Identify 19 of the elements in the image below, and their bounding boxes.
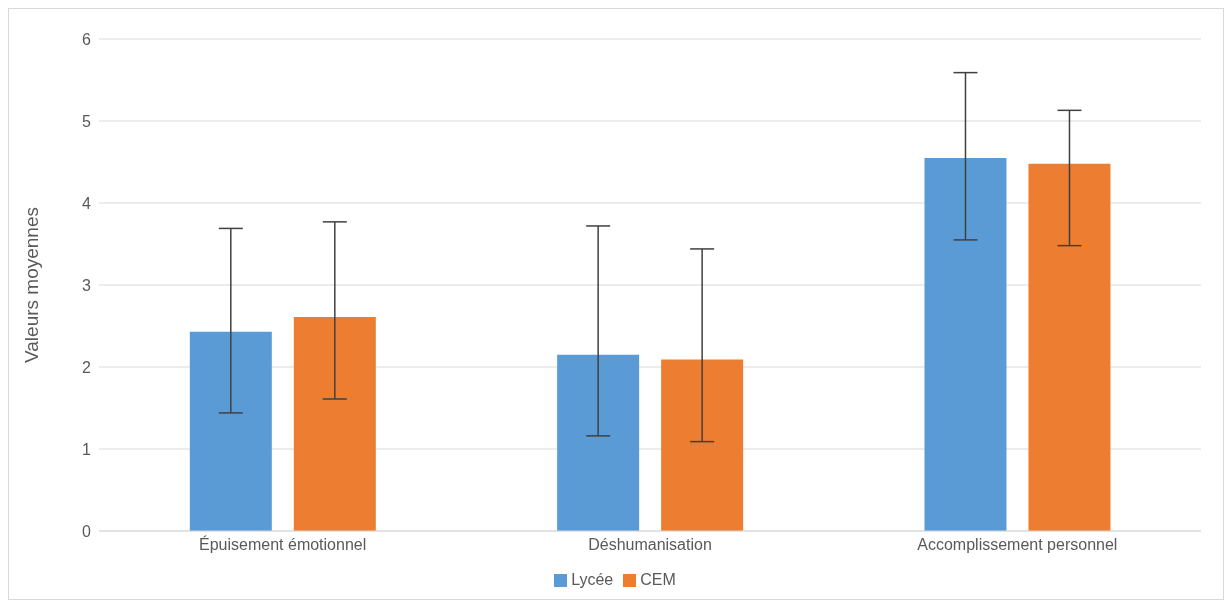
bar: [189, 331, 272, 531]
bar: [557, 354, 640, 531]
bar: [293, 316, 376, 531]
bar: [924, 157, 1007, 531]
y-tick-label: 2: [82, 358, 92, 376]
y-tick-label: 0: [82, 522, 92, 540]
bar: [661, 359, 744, 531]
y-tick-label: 5: [82, 112, 92, 130]
legend-label: Lycée: [571, 571, 614, 588]
x-tick-label: Déshumanisation: [588, 536, 712, 554]
bar: [1028, 163, 1111, 531]
legend-label: CEM: [640, 571, 676, 588]
x-tick-label: Accomplissement personnel: [917, 536, 1118, 554]
y-tick-label: 4: [82, 194, 92, 212]
y-tick-label: 1: [82, 440, 92, 458]
x-tick-label: Épuisement émotionnel: [199, 535, 367, 554]
y-axis-title: Valeurs moyennes: [20, 207, 42, 363]
y-tick-label: 6: [82, 30, 92, 48]
y-tick-label: 3: [82, 276, 92, 294]
